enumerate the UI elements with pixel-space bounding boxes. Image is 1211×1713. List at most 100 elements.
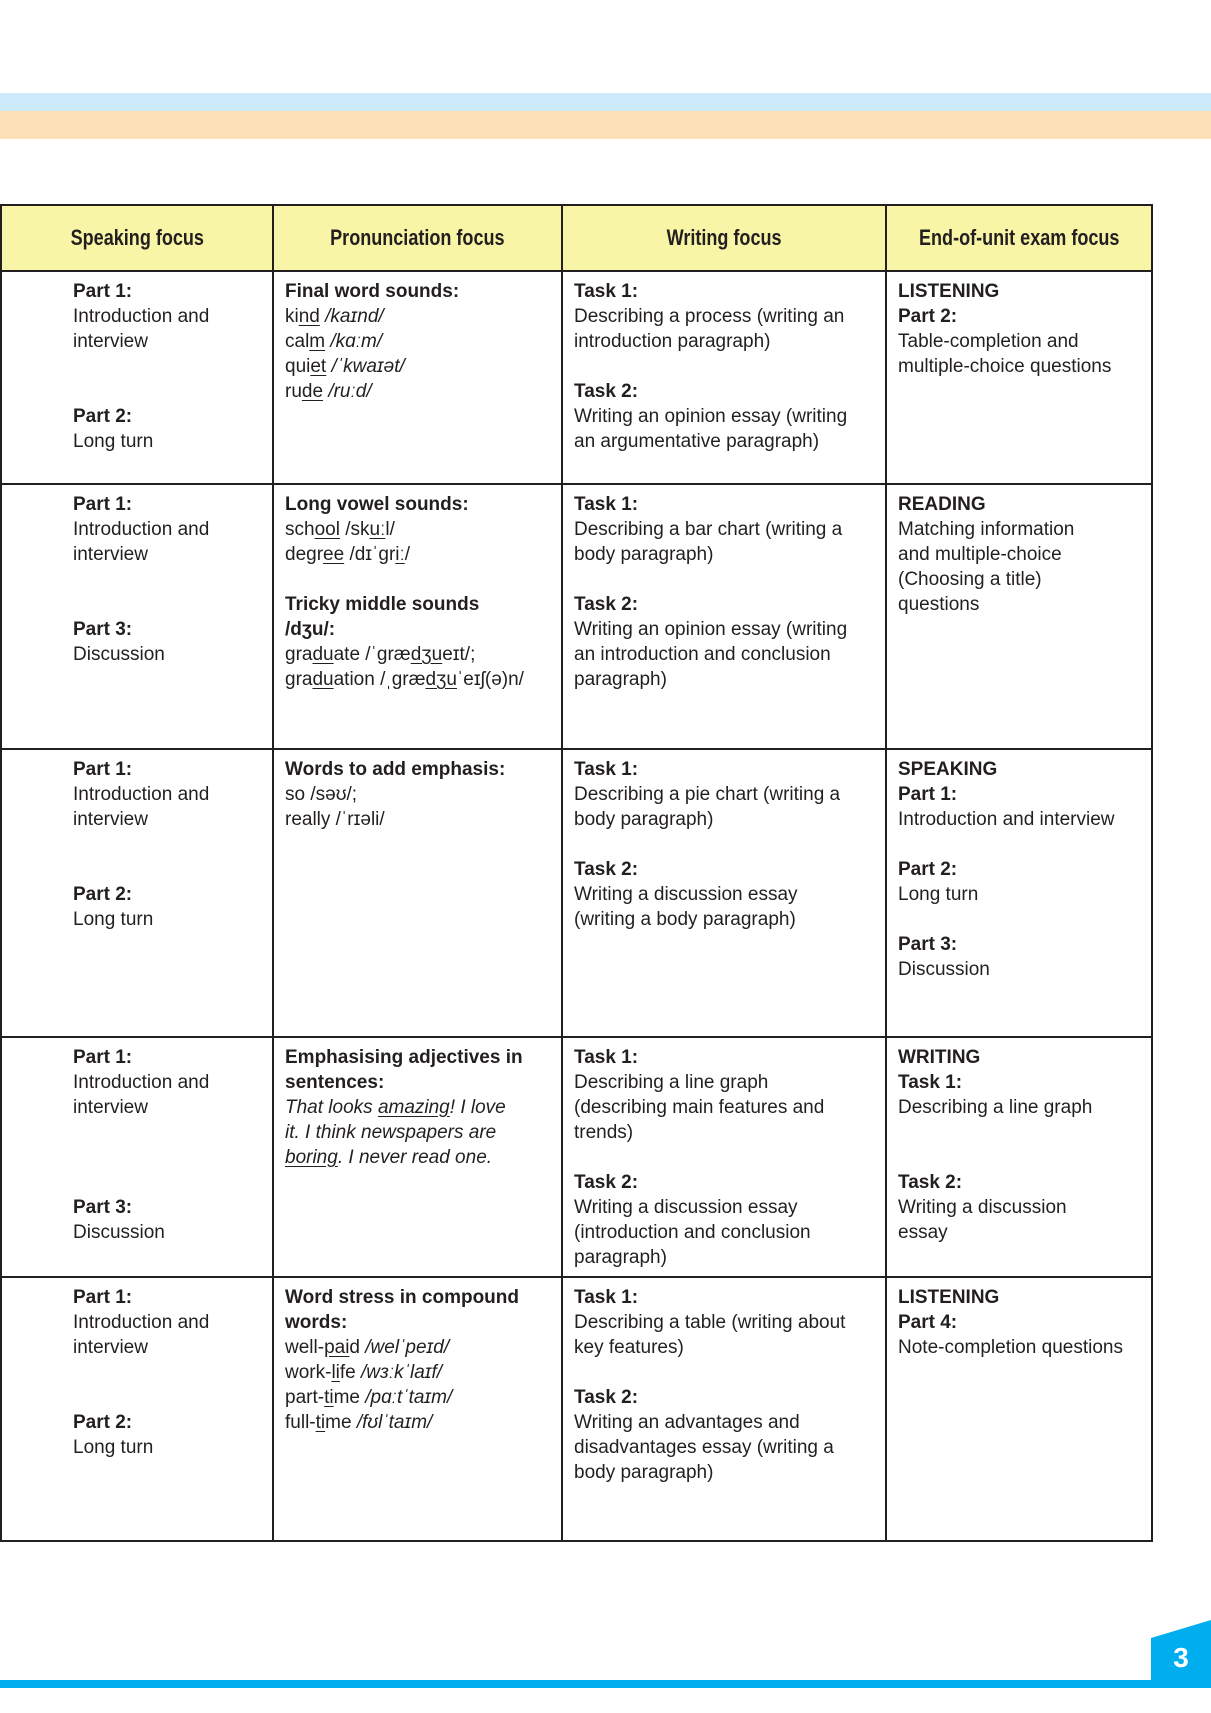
text-line: Introduction and [73, 1310, 272, 1335]
body-text: Long turn [73, 909, 154, 930]
body-text: Writing a discussion [898, 1197, 1067, 1218]
table-row: Part 1: Introduction and interview Part 3: D… [0, 1036, 1153, 1278]
body-text: Describing a bar chart (writing a [574, 519, 843, 540]
body-text: Writing an advantages and [574, 1412, 800, 1433]
body-text: Writing an opinion essay (writing [574, 619, 848, 640]
table-header-row: Speaking focus Pronunciation focus Writi… [0, 204, 1153, 272]
text-line: Writing a discussion essay [574, 1195, 885, 1220]
heading-text: Part 2: [73, 1412, 133, 1433]
body-text: part- [285, 1387, 325, 1408]
body-text: interview [73, 809, 148, 830]
cell-content: Part 1: Introduction and interview Part 2: L… [2, 272, 272, 454]
table-row: Part 1: Introduction and interview Part 2: L… [0, 270, 1153, 485]
text-line: Task 1: [574, 1285, 885, 1310]
exam-cell: LISTENING Part 2: Table-completion and mult… [885, 270, 1153, 485]
body-text: boring [285, 1147, 338, 1168]
text-line: Part 2: [73, 882, 272, 907]
text-line: Describing a line graph [898, 1095, 1151, 1120]
heading-text: sentences: [285, 1072, 385, 1093]
text-line: interview [73, 329, 272, 354]
writing-cell: Task 1: Describing a process (writing an i… [561, 270, 887, 485]
text-line: Part 2: [898, 304, 1151, 329]
text-line: Task 2: [574, 1385, 885, 1410]
heading-text: Task 2: [898, 1172, 963, 1193]
body-text: l/ [385, 519, 395, 540]
text-line: Task 1: [574, 757, 885, 782]
body-text: /welˈpeɪd/ [365, 1337, 450, 1358]
body-text: ti [315, 1412, 326, 1433]
body-text: me [325, 1412, 357, 1433]
body-text: Discussion [898, 959, 990, 980]
text-line: interview [73, 807, 272, 832]
cell-content: Task 1: Describing a pie chart (writing a… [563, 750, 885, 932]
text-line: introduction paragraph) [574, 329, 885, 354]
text-line [574, 354, 885, 379]
cell-content: Task 1: Describing a line graph (describin… [563, 1038, 885, 1270]
heading-text: Part 1: [73, 1287, 133, 1308]
heading-text: Part 2: [73, 884, 133, 905]
body-text: Introduction and [73, 784, 210, 805]
header-pronunciation-focus: Pronunciation focus [272, 204, 563, 272]
writing-cell: Task 1: Describing a line graph (describin… [561, 1036, 887, 1278]
text-line: paragraph) [574, 667, 885, 692]
body-text: trends) [574, 1122, 634, 1143]
body-text: key features) [574, 1337, 684, 1358]
text-line [73, 1385, 272, 1410]
text-line: Describing a process (writing an [574, 304, 885, 329]
writing-cell: Task 1: Describing a pie chart (writing a… [561, 748, 887, 1038]
page-number: 3 [1173, 1642, 1189, 1673]
body-text: du [312, 644, 334, 665]
cell-content: Final word sounds: kind /kaɪnd/calm /kɑːm… [274, 272, 561, 404]
heading-text: WRITING [898, 1047, 981, 1068]
pronunciation-cell: Word stress in compound words: well-paid /… [272, 1276, 563, 1542]
heading-text: Task 2: [574, 1172, 639, 1193]
text-line: Task 2: [574, 857, 885, 882]
table-row: Part 1: Introduction and interview Part 3: D… [0, 483, 1153, 750]
body-text: du [312, 669, 334, 690]
text-line: Part 1: [73, 279, 272, 304]
footer-bar [0, 1680, 1211, 1688]
exam-cell: WRITING Task 1: Describing a line graph Tas… [885, 1036, 1153, 1278]
body-text: et [310, 356, 327, 377]
body-text: dʒu [425, 669, 457, 690]
speaking-cell: Part 1: Introduction and interview Part 3: D… [0, 483, 274, 750]
body-text: gra [285, 669, 313, 690]
body-text: body paragraph) [574, 809, 714, 830]
body-text: ki [285, 306, 299, 327]
body-text: fe [339, 1362, 362, 1383]
heading-text: Task 1: [574, 1287, 639, 1308]
writing-cell: Task 1: Describing a bar chart (writing a… [561, 483, 887, 750]
speaking-cell: Part 1: Introduction and interview Part 2: L… [0, 270, 274, 485]
heading-text: Part 1: [73, 494, 133, 515]
heading-text: Task 2: [574, 381, 639, 402]
text-line: an argumentative paragraph) [574, 429, 885, 454]
text-line: Part 3: [898, 932, 1151, 957]
text-line [898, 907, 1151, 932]
text-line: trends) [574, 1120, 885, 1145]
body-text: me [333, 1387, 366, 1408]
body-text: it. I think newspapers are [285, 1122, 497, 1143]
text-line: Discussion [73, 642, 272, 667]
heading-text: Part 1: [73, 281, 133, 302]
text-line: Part 3: [73, 617, 272, 642]
body-text: /kaɪnd/ [319, 306, 384, 327]
text-line: READING [898, 492, 1151, 517]
header-band-blue [0, 93, 1211, 111]
cell-content: Part 1: Introduction and interview Part 2: L… [2, 750, 272, 932]
text-line: (describing main features and [574, 1095, 885, 1120]
body-text: essay [898, 1222, 948, 1243]
body-text: Table-completion and [898, 331, 1079, 352]
text-line [73, 857, 272, 882]
heading-text: Task 2: [574, 594, 639, 615]
text-line: sentences: [285, 1070, 561, 1095]
text-line: multiple-choice questions [898, 354, 1151, 379]
text-line: That looks amazing! I love [285, 1095, 561, 1120]
text-line: words: [285, 1310, 561, 1335]
text-line: essay [898, 1220, 1151, 1245]
heading-text: Word stress in compound [285, 1287, 520, 1308]
body-text: paragraph) [574, 1247, 667, 1268]
cell-content: Words to add emphasis: so /səʊ/; really /ˈ… [274, 750, 561, 832]
text-line: Part 1: [73, 1045, 272, 1070]
body-text: body paragraph) [574, 1462, 714, 1483]
body-text: an introduction and conclusion [574, 644, 831, 665]
